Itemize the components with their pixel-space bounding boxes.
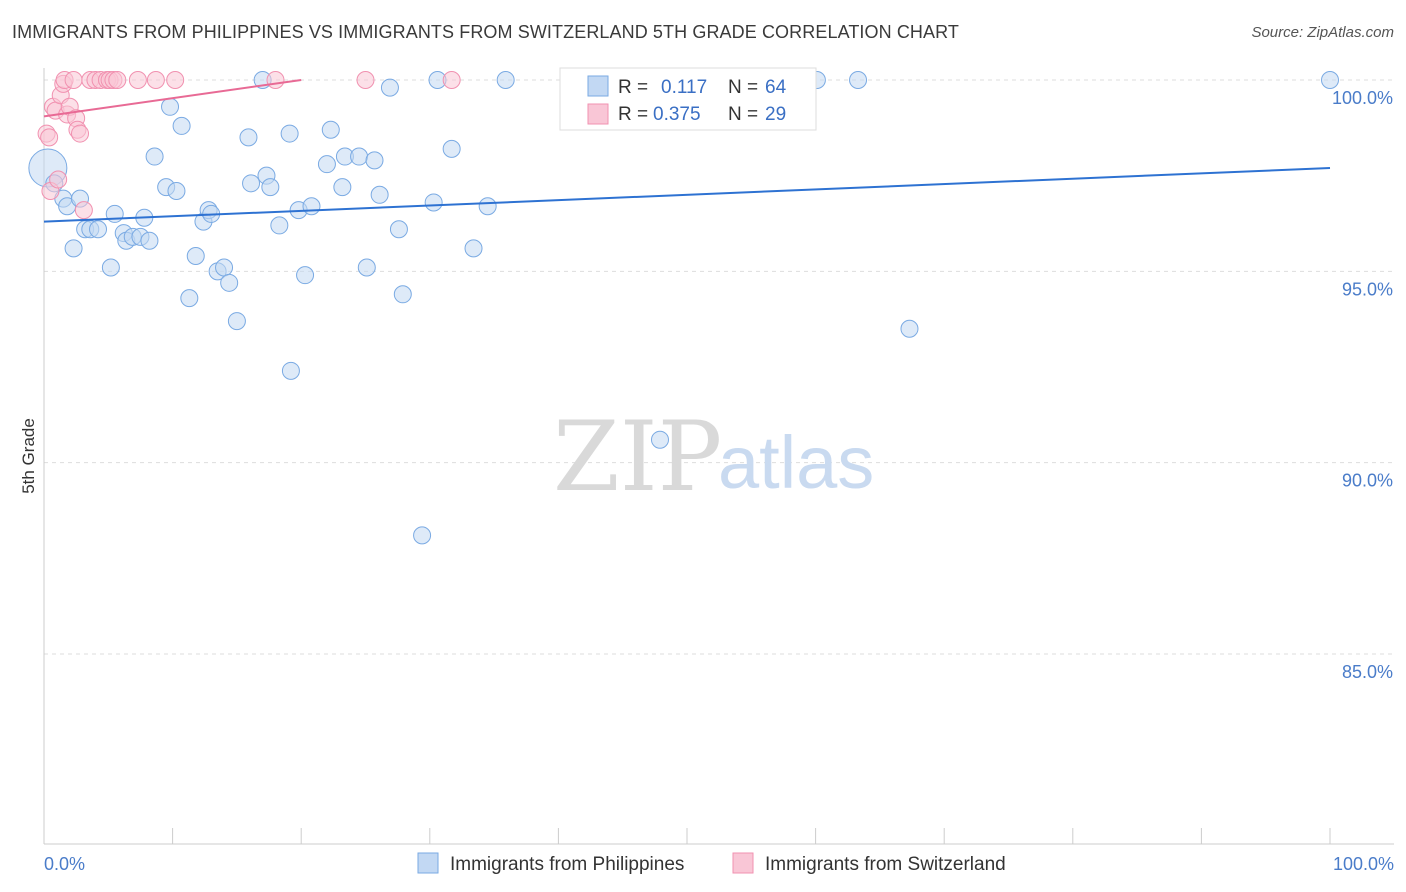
y-tick-label-0: 100.0% [1332,88,1393,108]
stats-r-value-philippines: 0.117 [661,77,707,98]
point-philippines-23 [186,247,205,266]
point-philippines-58 [496,71,515,89]
point-philippines-52 [393,285,412,304]
stats-n-value-philippines: 64 [765,77,787,98]
y-axis-title: 5th Grade [19,418,38,494]
chart-title: IMMIGRANTS FROM PHILIPPINES VS IMMIGRANT… [12,22,960,42]
legend-label-switzerland: Immigrants from Switzerland [765,854,1006,875]
point-switzerland-25 [166,71,185,89]
point-philippines-8 [89,220,108,239]
points-layer [28,71,1339,545]
point-philippines-20 [167,181,186,200]
point-philippines-50 [380,78,399,97]
point-switzerland-26 [266,71,285,89]
watermark: ZIP atlas [553,401,874,513]
point-switzerland-22 [108,71,127,89]
trend-line-philippines [43,167,1331,223]
point-philippines-51 [389,220,408,239]
y-tick-label-2: 90.0% [1342,471,1393,491]
point-philippines-46 [350,147,369,166]
point-philippines-38 [281,361,300,380]
point-philippines-63 [900,319,919,338]
stats-swatch-philippines [587,75,609,97]
point-switzerland-14 [71,124,90,143]
point-philippines-59 [650,430,669,449]
y-tick-labels: 100.0% 95.0% 90.0% 85.0% [1332,88,1393,682]
point-switzerland-11 [64,71,83,89]
legend-swatch-philippines [417,852,439,874]
point-philippines-31 [239,128,258,147]
point-philippines-55 [442,139,461,158]
x-tick-label-left: 0.0% [44,854,85,874]
point-philippines-9 [101,258,120,277]
x-tick-label-right: 100.0% [1333,854,1394,874]
legend-swatch-switzerland [732,852,754,874]
point-philippines-36 [270,216,289,235]
point-philippines-29 [220,273,239,292]
source-label: Source: ZipAtlas.com [1251,24,1394,41]
point-philippines-42 [317,155,336,174]
point-philippines-57 [478,197,497,216]
stats-box: R = 0.117 N = 64 R = 0.375 N = 29 [559,67,817,131]
axes [43,68,1394,845]
point-switzerland-5 [49,170,68,189]
point-philippines-64 [1321,71,1339,89]
point-switzerland-28 [442,71,461,89]
point-switzerland-24 [146,71,165,89]
legend: Immigrants from Philippines Immigrants f… [417,852,1006,875]
y-tick-label-1: 95.0% [1342,279,1393,299]
point-philippines-48 [365,151,384,170]
point-philippines-49 [370,185,389,204]
point-philippines-43 [321,120,340,139]
point-philippines-47 [357,258,376,277]
point-philippines-40 [296,266,315,285]
point-philippines-17 [145,147,164,166]
stats-n-value-switzerland: 29 [765,104,786,125]
point-philippines-30 [227,312,246,331]
stats-swatch-switzerland [587,103,609,125]
point-philippines-44 [333,178,352,197]
point-philippines-22 [180,289,199,308]
point-philippines-21 [172,116,191,135]
point-philippines-37 [280,124,299,143]
point-switzerland-1 [40,128,59,147]
point-philippines-60 [413,526,432,545]
point-philippines-28 [215,258,234,277]
point-philippines-32 [242,174,261,193]
stats-n-label-philippines: N = [728,77,758,98]
point-switzerland-15 [74,201,93,220]
legend-label-philippines: Immigrants from Philippines [450,854,684,875]
point-philippines-4 [64,239,83,258]
trend-line-switzerland [43,79,302,118]
point-philippines-16 [140,231,159,250]
watermark-atlas: atlas [718,421,874,504]
watermark-zip: ZIP [553,401,722,513]
point-switzerland-23 [128,71,147,89]
stats-r-label-switzerland: R = [618,104,648,125]
point-switzerland-27 [356,71,375,89]
point-philippines-53 [424,193,443,212]
gridlines [44,79,1394,655]
stats-n-label-switzerland: N = [728,104,758,125]
point-philippines-35 [261,178,280,197]
point-philippines-19 [161,97,180,116]
y-tick-label-3: 85.0% [1342,662,1393,682]
point-philippines-62 [849,71,868,89]
x-ticks [43,828,1331,844]
point-philippines-56 [464,239,483,258]
stats-r-label-philippines: R = [618,77,648,98]
trend-lines [43,79,1331,223]
point-philippines-41 [302,197,321,216]
stats-r-value-switzerland: 0.375 [653,104,701,125]
